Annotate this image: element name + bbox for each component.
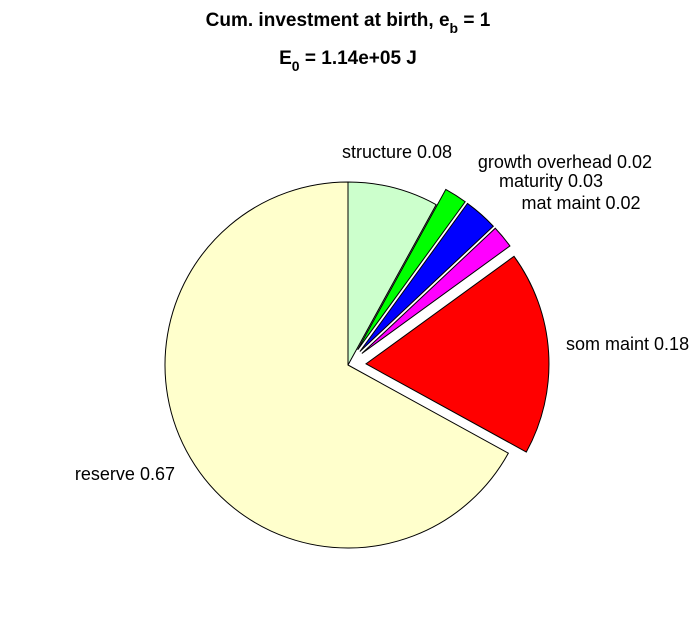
slice-value: 0.02 — [606, 193, 641, 213]
subtitle-subscript: 0 — [292, 58, 300, 74]
slice-value: 0.08 — [417, 142, 452, 162]
slice-category: mat maint — [521, 193, 600, 213]
slice-value: 0.67 — [140, 464, 175, 484]
chart-subtitle: E0 = 1.14e+05 J — [279, 48, 417, 74]
slice-category: maturity — [499, 171, 563, 191]
slice-category: growth overhead — [478, 152, 612, 172]
slice-label: reserve 0.67 — [75, 464, 175, 484]
title-subscript: b — [450, 20, 459, 36]
slice-value: 0.18 — [654, 334, 689, 354]
slice-value: 0.02 — [617, 152, 652, 172]
subtitle-text: = 1.14e+05 J — [300, 48, 417, 69]
subtitle-text: E — [279, 48, 292, 69]
slice-value: 0.03 — [568, 171, 603, 191]
slice-label: som maint 0.18 — [566, 334, 689, 354]
slice-category: reserve — [75, 464, 135, 484]
slice-label: mat maint 0.02 — [521, 193, 640, 213]
slice-category: structure — [342, 142, 412, 162]
title-text: = 1 — [458, 10, 491, 31]
slice-label: maturity 0.03 — [499, 171, 603, 191]
pie-slice — [361, 227, 511, 354]
pie-slice — [365, 255, 550, 453]
slice-label: growth overhead 0.02 — [478, 152, 652, 172]
slice-category: som maint — [566, 334, 649, 354]
title-text: Cum. investment at birth, e — [206, 10, 450, 31]
pie-slice — [347, 181, 437, 366]
chart-title: Cum. investment at birth, eb = 1 — [206, 10, 491, 36]
pie-slice — [359, 202, 495, 352]
slice-label: structure 0.08 — [342, 142, 452, 162]
pie-slice — [357, 188, 466, 351]
pie-slice — [164, 181, 510, 549]
